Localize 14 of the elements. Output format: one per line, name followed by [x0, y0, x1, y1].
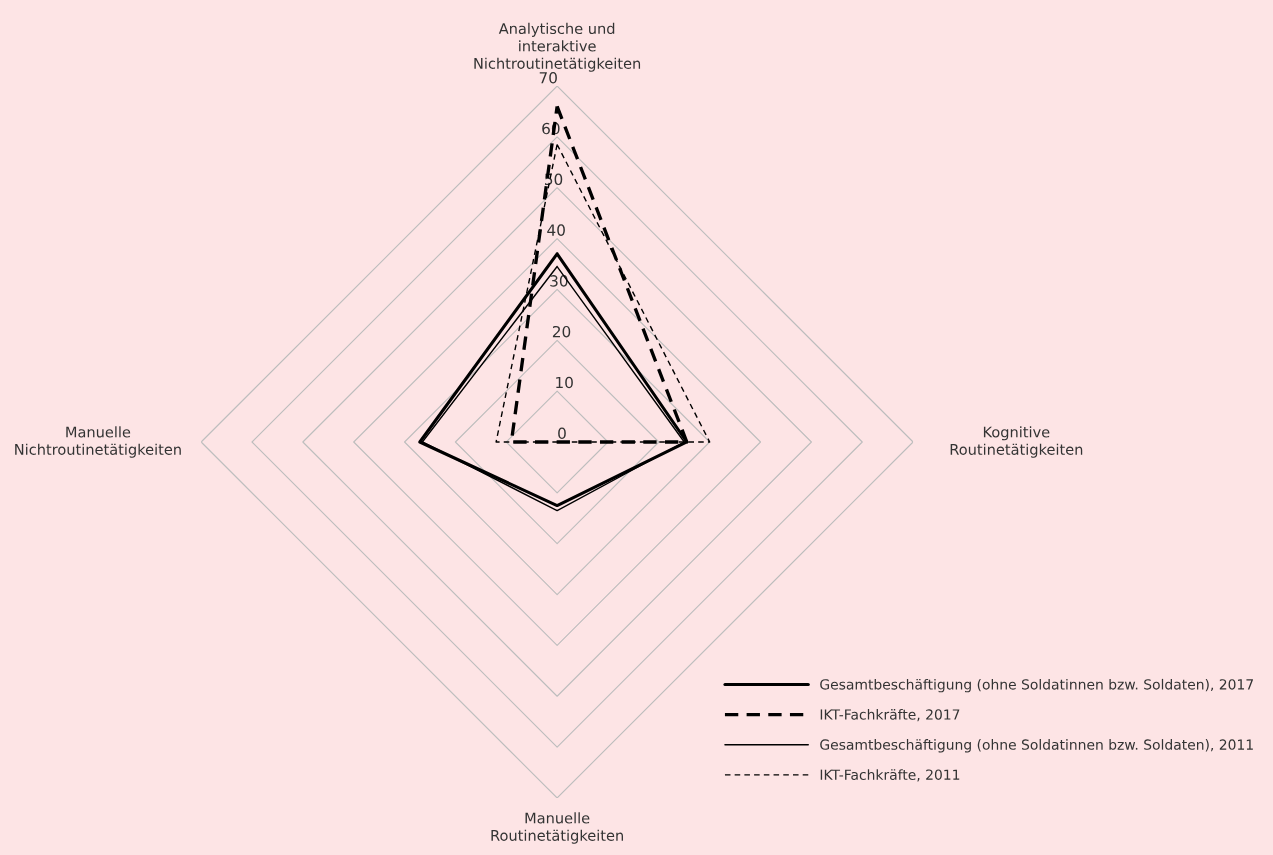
spoke-label: Manuelle Nichtroutinetätigkeiten — [15, 426, 181, 458]
y-tick-label: 10 — [556, 376, 573, 389]
y-tick-label: 40 — [547, 224, 565, 236]
spoke-label: Manuelle Routinetätigkeiten — [491, 812, 623, 844]
text: Gesamtbeschäftigung (ohne Soldatinnen bzw. Soldaten), 2011 — [820, 739, 1253, 753]
text: IKT-Fachkräfte, 2011 — [820, 769, 960, 782]
y-tick-label: 70 — [539, 71, 557, 84]
text: IKT-Fachkräfte, 2017 — [820, 708, 960, 722]
spoke-label: Analytische und interaktive Nichtroutinetätigkeiten — [474, 22, 641, 72]
y-tick-label: 0 — [558, 427, 566, 440]
y-tick-label: 20 — [552, 325, 571, 338]
spoke-label: Kognitive Routinetätigkeiten — [950, 426, 1083, 458]
text: Gesamtbeschäftigung (ohne Soldatinnen bzw. Soldaten), 2017 — [820, 678, 1253, 693]
y-tick-label: 30 — [550, 275, 568, 287]
